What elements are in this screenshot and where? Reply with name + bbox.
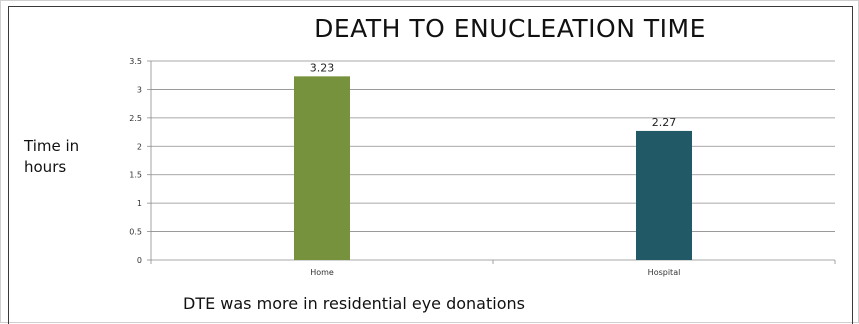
data-label: 2.27 [652, 116, 677, 129]
y-tick-label: 1 [137, 199, 142, 208]
y-tick-label: 3.5 [129, 57, 142, 66]
x-category-label: Home [310, 268, 334, 277]
y-tick-label: 2 [137, 142, 142, 151]
bar-hospital [636, 130, 692, 260]
chart-title: DEATH TO ENUCLEATION TIME [314, 14, 706, 43]
y-tick-label: 3 [137, 85, 142, 94]
data-label: 3.23 [310, 61, 335, 74]
y-tick-label: 1.5 [129, 171, 142, 180]
y-tick-label: 0 [137, 256, 142, 265]
bar-home [294, 76, 350, 260]
inner-border [8, 6, 853, 324]
x-category-label: Hospital [648, 268, 681, 277]
chart-note: DTE was more in residential eye donation… [183, 294, 525, 313]
y-tick-label: 0.5 [129, 228, 142, 237]
y-axis-label: Time in hours [24, 137, 80, 176]
y-tick-label: 2.5 [129, 114, 142, 123]
